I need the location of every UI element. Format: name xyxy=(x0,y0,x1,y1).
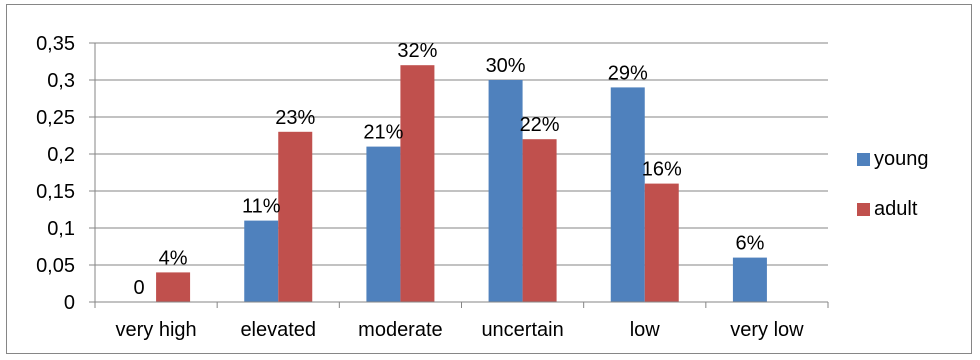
data-label: 32% xyxy=(397,40,437,62)
legend-swatch-young xyxy=(857,153,870,166)
bar-young-3 xyxy=(488,80,523,302)
x-tick-label: moderate xyxy=(358,319,443,341)
data-label: 29% xyxy=(608,62,648,84)
bar-adult-4 xyxy=(644,183,679,302)
y-tick-label: 0,1 xyxy=(47,218,75,240)
bar-young-1 xyxy=(244,220,279,302)
data-label: 30% xyxy=(486,55,526,77)
gridlines xyxy=(95,42,828,266)
y-tick-label: 0,35 xyxy=(36,33,75,55)
data-label: 22% xyxy=(520,114,560,136)
bar-adult-2 xyxy=(400,65,435,302)
bar-young-5 xyxy=(732,257,767,302)
y-tick-label: 0,2 xyxy=(47,144,75,166)
legend-label: young xyxy=(874,148,929,170)
bar-adult-3 xyxy=(522,139,557,302)
x-tick-label: uncertain xyxy=(481,319,563,341)
x-tick-label: very low xyxy=(730,319,804,341)
data-label: 21% xyxy=(363,122,403,144)
data-label: 6% xyxy=(735,233,764,255)
y-tick-label: 0,3 xyxy=(47,70,75,92)
bar-young-4 xyxy=(610,87,645,303)
bar-adult-1 xyxy=(278,131,313,302)
y-tick-label: 0,05 xyxy=(36,255,75,277)
axes: 0 0,05 0,1 0,15 0,2 0,25 0,3 0,35 very high eleva… xyxy=(36,33,829,341)
y-tick-label: 0,15 xyxy=(36,181,75,203)
legend: young adult xyxy=(857,148,929,220)
data-label: 23% xyxy=(275,107,315,129)
legend-label: adult xyxy=(874,198,918,220)
data-label: 0 xyxy=(134,277,145,299)
data-label: 4% xyxy=(159,247,188,269)
legend-swatch-adult xyxy=(857,203,870,216)
x-tick-label: elevated xyxy=(240,319,316,341)
y-tick-label: 0,25 xyxy=(36,107,75,129)
data-labels: 0 11% 21% 30% 29% 6% 4% 23% 32% 22% 16% xyxy=(134,40,765,299)
bars xyxy=(156,65,767,303)
x-tick-label: low xyxy=(630,319,661,341)
x-tick-label: very high xyxy=(116,319,197,341)
y-tick-label: 0 xyxy=(64,292,75,314)
bar-adult-0 xyxy=(156,272,191,302)
data-label: 11% xyxy=(242,196,281,218)
data-label: 16% xyxy=(642,159,682,181)
bar-young-2 xyxy=(366,146,401,302)
